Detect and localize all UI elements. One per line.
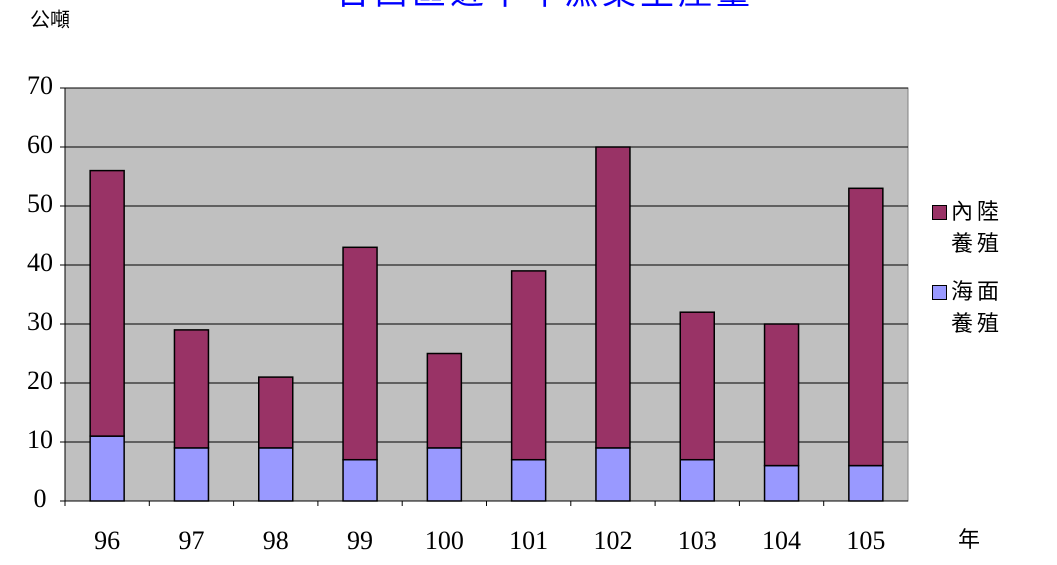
bar-segment	[89, 435, 125, 502]
bar-segment	[848, 187, 884, 467]
x-tick-label: 100	[425, 526, 464, 555]
y-tick-label: 20	[27, 366, 53, 395]
bar-segment	[679, 311, 715, 461]
bar-segment	[89, 169, 125, 437]
bar-segment	[342, 246, 378, 461]
x-tick-label: 98	[263, 526, 289, 555]
bar-segment	[258, 447, 294, 502]
x-tick-label: 99	[347, 526, 373, 555]
x-tick-label: 101	[509, 526, 548, 555]
bar-segment	[848, 464, 884, 502]
y-tick-label: 30	[27, 307, 53, 336]
x-tick-label: 103	[678, 526, 717, 555]
chart-title: 台西區近十年漁業生產量	[336, 0, 754, 12]
legend-label: 海面養殖	[951, 279, 1004, 336]
bar-segment	[510, 270, 547, 461]
x-tick-label: 96	[94, 526, 120, 555]
bar-segment	[426, 352, 463, 449]
y-tick-label: 70	[27, 71, 53, 100]
legend-swatch	[932, 285, 947, 300]
y-tick-label: 60	[27, 130, 53, 159]
bar-segment	[426, 447, 463, 502]
bar-segment	[173, 329, 210, 449]
bar-segment	[679, 458, 715, 502]
legend-item: 海面養殖	[932, 276, 1023, 340]
bar-segment	[510, 458, 547, 502]
y-axis-label: 公噸	[30, 9, 70, 32]
bar-segment	[258, 376, 294, 449]
y-tick-label: 40	[27, 248, 53, 277]
x-tick-label: 97	[178, 526, 204, 555]
x-tick-label: 105	[846, 526, 885, 555]
legend-swatch	[932, 205, 947, 220]
x-tick-label: 102	[593, 526, 632, 555]
bar-segment	[173, 447, 210, 502]
y-tick-label: 50	[27, 189, 53, 218]
legend-label: 內陸養殖	[951, 199, 1004, 256]
bar-segment	[595, 146, 631, 449]
y-tick-label: 0	[34, 484, 47, 513]
bar-segment	[763, 323, 800, 467]
bar-segment	[595, 447, 631, 502]
legend-item: 內陸養殖	[932, 196, 1023, 260]
y-tick-label: 10	[27, 425, 53, 454]
bar-segment	[342, 458, 378, 502]
x-tick-label: 104	[762, 526, 801, 555]
x-axis-label: 年	[958, 527, 980, 552]
bar-segment	[763, 464, 800, 502]
